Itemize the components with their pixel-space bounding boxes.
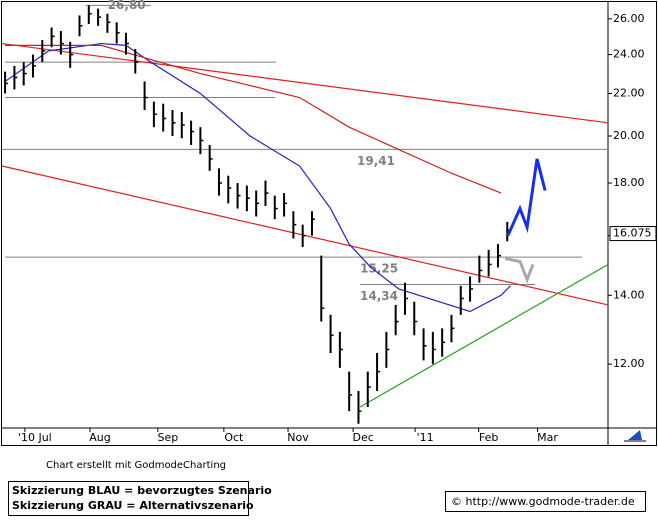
x-tick-label: Mar <box>537 431 558 444</box>
legend-text: Skizzierung BLAU = bevorzugtes Szenario <box>12 484 272 497</box>
x-tick-label: Dec <box>352 431 373 444</box>
x-tick-label: Oct <box>224 431 244 444</box>
last-price-box <box>609 226 657 242</box>
x-tick-label: Aug <box>89 431 110 444</box>
y-tick-label: 18.00 <box>613 176 645 189</box>
level-label: 15,25 <box>360 262 398 276</box>
trend-line <box>359 263 609 408</box>
trend-line <box>1 42 609 124</box>
x-tick-label: Feb <box>479 431 498 444</box>
copyright: © http://www.godmode-trader.de <box>451 495 635 508</box>
moving-average <box>4 42 511 313</box>
moving-average <box>5 44 502 194</box>
x-tick-label: Sep <box>157 431 178 444</box>
level-label: 14,34 <box>360 289 398 303</box>
y-tick-label: 20.00 <box>613 129 645 142</box>
y-tick-label: 12.00 <box>613 357 645 370</box>
credit: Chart erstellt mit GodmodeCharting <box>46 460 226 471</box>
scenario-sketch <box>506 158 547 237</box>
y-tick-label: 24.00 <box>613 48 645 61</box>
frame <box>1 1 657 446</box>
last-price-label: 16.075 <box>613 227 652 240</box>
y-tick-label: 22.00 <box>613 86 645 99</box>
legend-text: Skizzierung GRAU = Alternativszenario <box>12 499 254 512</box>
y-tick-label: 26.00 <box>613 12 645 25</box>
y-tick-label: 14.00 <box>613 288 645 301</box>
x-tick-label: '10 Jul <box>18 431 52 444</box>
x-tick-label: '11 <box>417 431 434 444</box>
level-label: 26,80 <box>108 0 146 12</box>
icon <box>624 430 646 442</box>
level-label: 19,41 <box>357 154 395 168</box>
x-tick-label: Nov <box>287 431 309 444</box>
legend-box <box>8 481 249 516</box>
copyright-box <box>445 491 646 512</box>
scenario-sketch <box>504 257 535 284</box>
